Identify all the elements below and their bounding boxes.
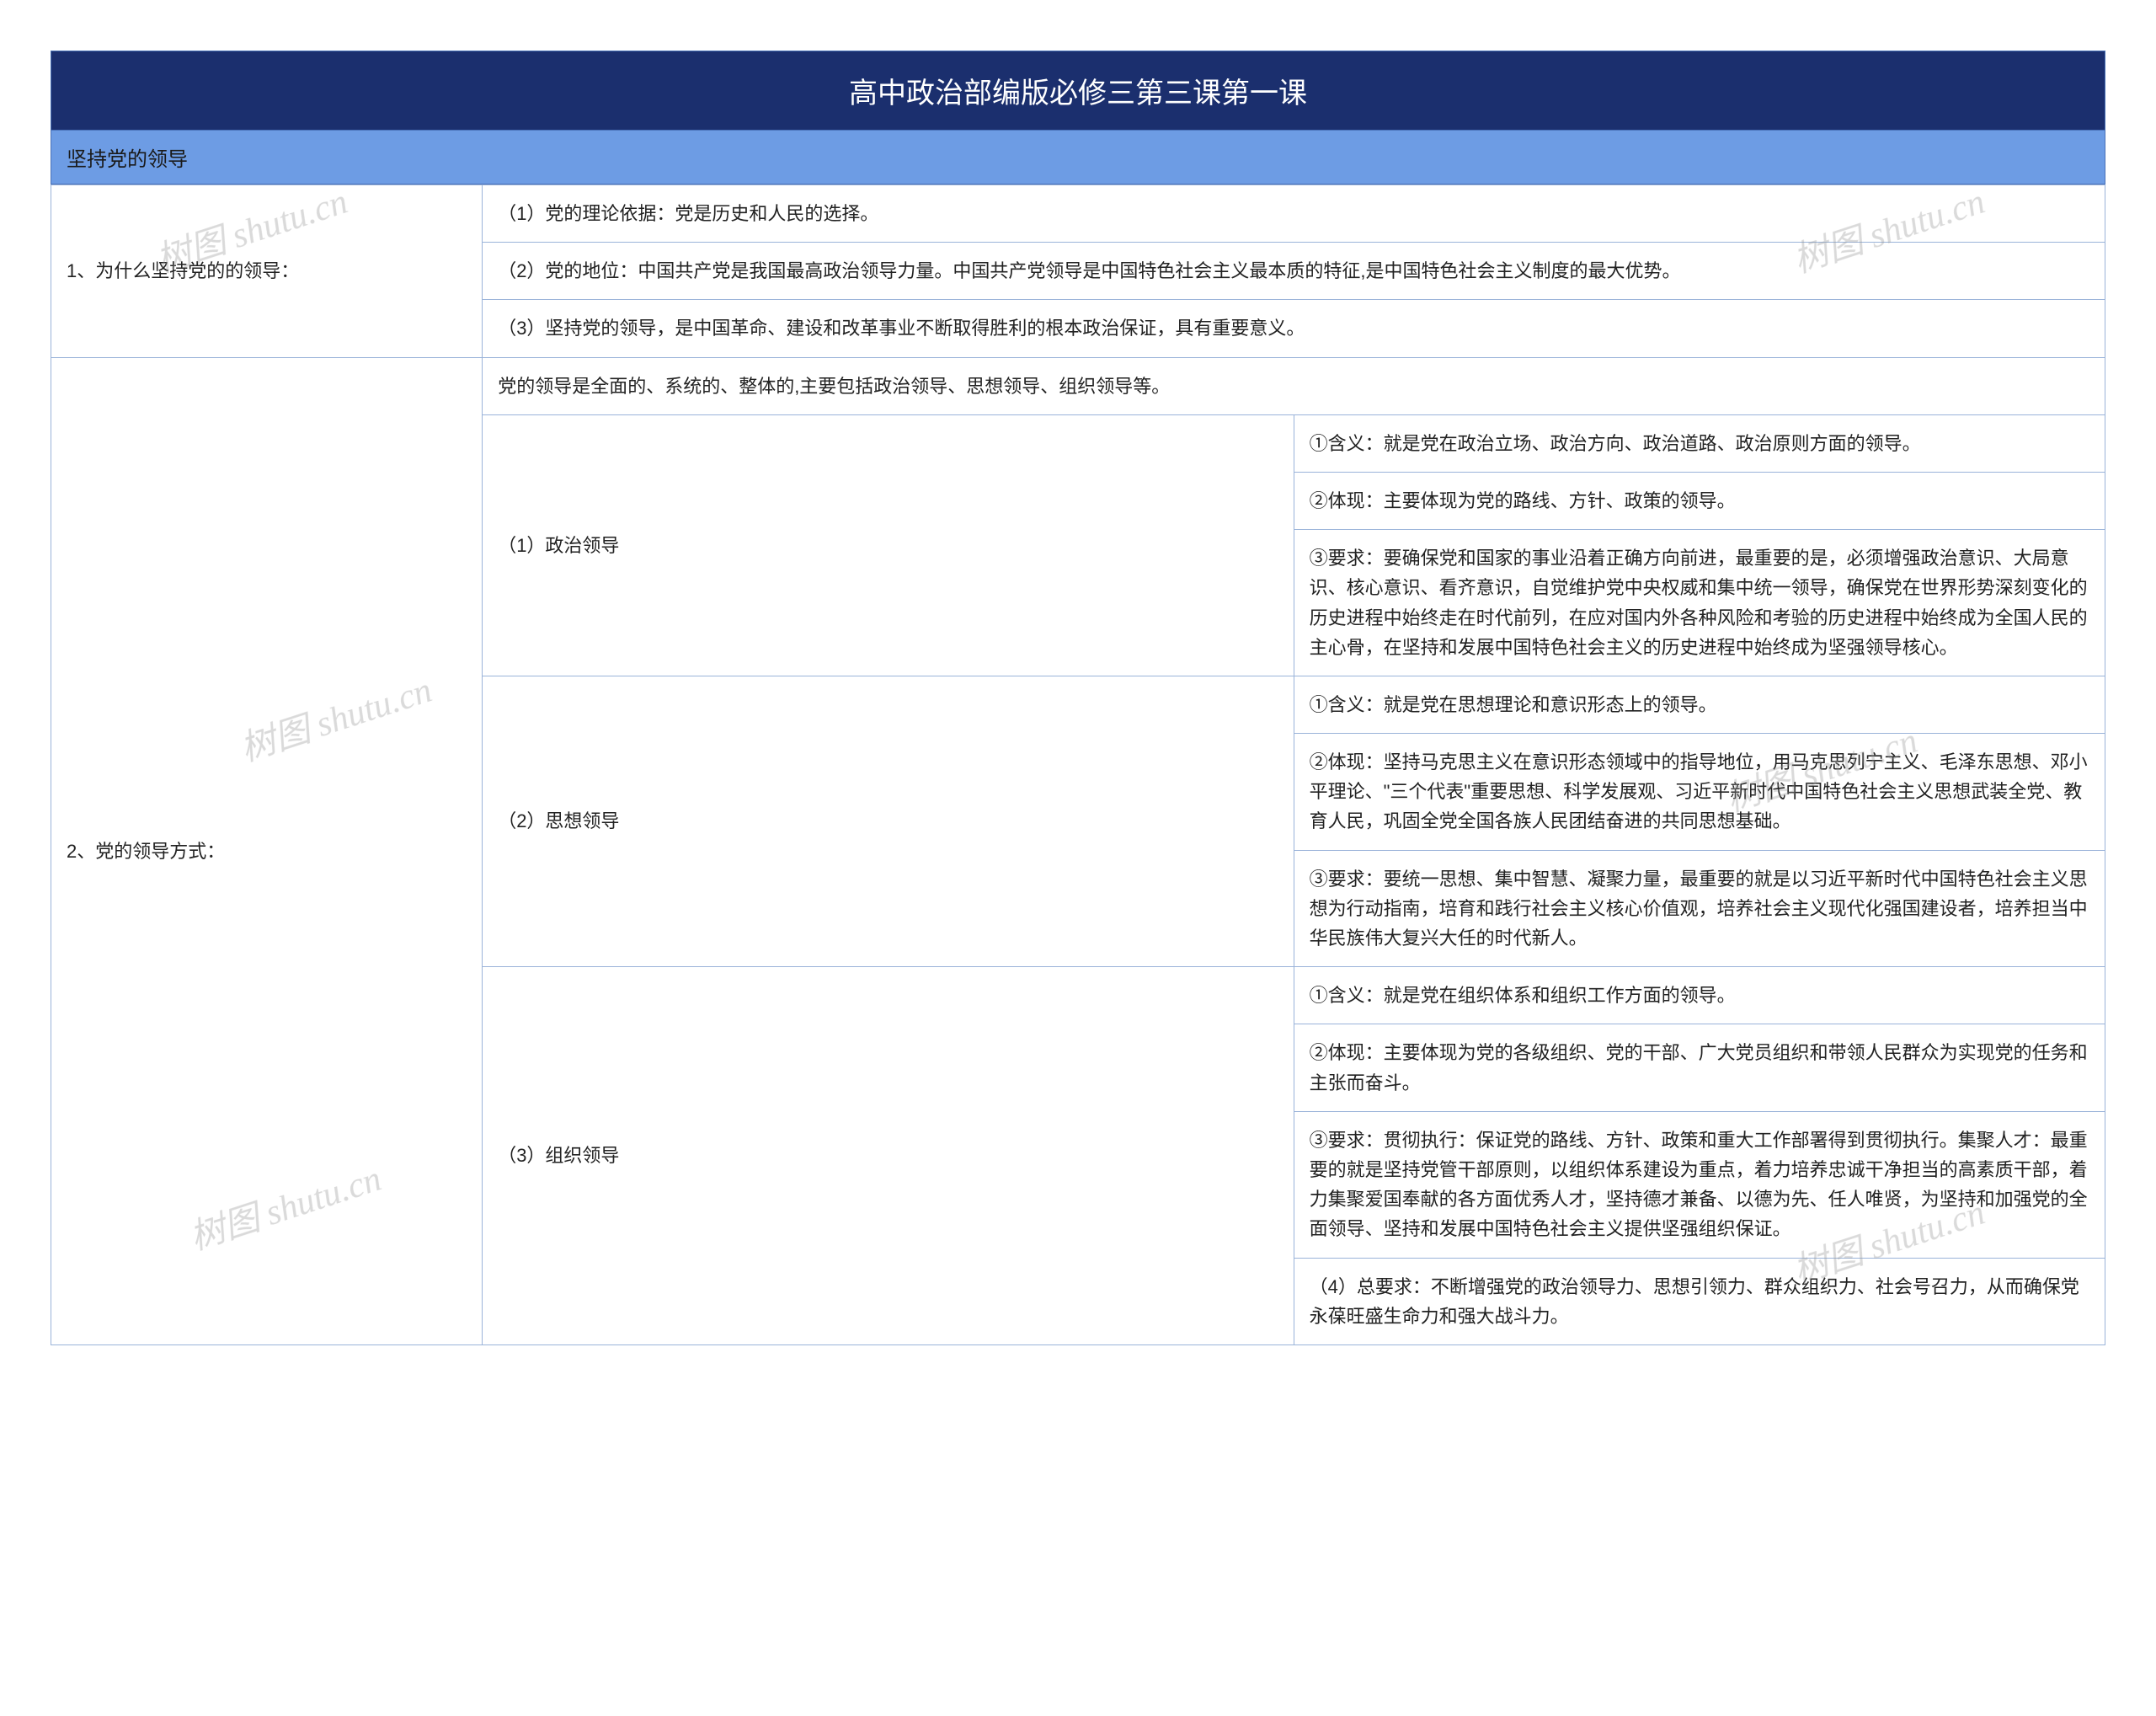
page-subtitle: 坚持党的领导 [51, 131, 2105, 184]
page-title: 高中政治部编版必修三第三课第一课 [51, 51, 2105, 131]
section1-item: （3）坚持党的领导，是中国革命、建设和改革事业不断取得胜利的根本政治保证，具有重… [483, 300, 2105, 357]
section1-item: （2）党的地位：中国共产党是我国最高政治领导力量。中国共产党领导是中国特色社会主… [483, 243, 2105, 300]
section2-point: ③要求：要统一思想、集中智慧、凝聚力量，最重要的就是以习近平新时代中国特色社会主… [1294, 850, 2105, 967]
section2-point: ①含义：就是党在思想理论和意识形态上的领导。 [1294, 676, 2105, 733]
section1-heading: 1、为什么坚持党的的领导： [51, 185, 483, 358]
section2-intro: 党的领导是全面的、系统的、整体的,主要包括政治领导、思想领导、组织领导等。 [483, 357, 2105, 414]
section2-sub-label: （1）政治领导 [483, 414, 1294, 676]
section2-heading: 2、党的领导方式： [51, 357, 483, 1344]
section2-point: ②体现：主要体现为党的各级组织、党的干部、广大党员组织和带领人民群众为实现党的任… [1294, 1024, 2105, 1111]
section2-point: ①含义：就是党在政治立场、政治方向、政治道路、政治原则方面的领导。 [1294, 414, 2105, 472]
section2-point: ②体现：坚持马克思主义在意识形态领域中的指导地位，用马克思列宁主义、毛泽东思想、… [1294, 734, 2105, 851]
section1-item: （1）党的理论依据：党是历史和人民的选择。 [483, 185, 2105, 243]
section2-point: ②体现：主要体现为党的路线、方针、政策的领导。 [1294, 472, 2105, 529]
outline-table: 1、为什么坚持党的的领导： （1）党的理论依据：党是历史和人民的选择。 （2）党… [51, 184, 2105, 1345]
section2-sub-label: （3）组织领导 [483, 967, 1294, 1345]
section2-sub-label: （2）思想领导 [483, 676, 1294, 966]
section2-point: （4）总要求：不断增强党的政治领导力、思想引领力、群众组织力、社会号召力，从而确… [1294, 1258, 2105, 1344]
section2-point: ③要求：要确保党和国家的事业沿着正确方向前进，最重要的是，必须增强政治意识、大局… [1294, 530, 2105, 676]
section2-point: ①含义：就是党在组织体系和组织工作方面的领导。 [1294, 967, 2105, 1024]
section2-point: ③要求：贯彻执行：保证党的路线、方针、政策和重大工作部署得到贯彻执行。集聚人才：… [1294, 1111, 2105, 1258]
outline-container: 高中政治部编版必修三第三课第一课 坚持党的领导 1、为什么坚持党的的领导： （1… [51, 51, 2105, 1345]
